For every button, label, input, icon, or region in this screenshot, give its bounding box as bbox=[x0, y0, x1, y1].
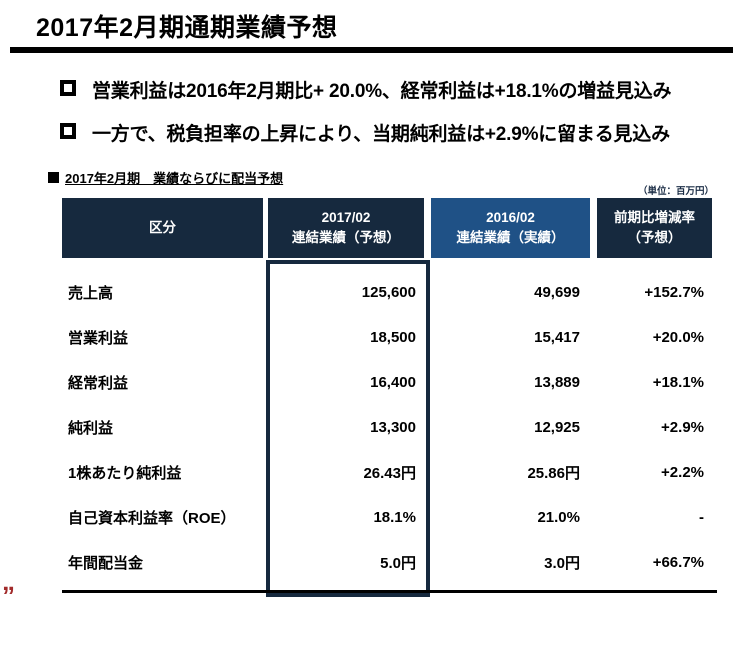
bullet-text: 一方で、税負担率の上昇により、当期純利益は+2.9%に留まる見込み bbox=[92, 124, 670, 145]
table-row: 自己資本利益率（ROE） 18.1% 21.0% - bbox=[62, 495, 712, 540]
page-title: 2017年2月期通期業績予想 bbox=[36, 14, 338, 42]
row-change-value: - bbox=[699, 509, 704, 526]
row-forecast-value: 18.1% bbox=[373, 509, 416, 526]
row-change-value: +2.2% bbox=[661, 464, 704, 481]
table-row: 営業利益 18,500 15,417 +20.0% bbox=[62, 315, 712, 360]
unit-note: （単位：百万円） bbox=[637, 186, 714, 197]
bullet-item: 営業利益は2016年2月期比+ 20.0%、経常利益は+18.1%の増益見込み bbox=[60, 76, 720, 103]
bullet-item: 一方で、税負担率の上昇により、当期純利益は+2.9%に留まる見込み bbox=[60, 119, 720, 146]
row-actual-value: 21.0% bbox=[537, 509, 580, 526]
row-actual-value: 25.86円 bbox=[527, 465, 580, 482]
filled-square-icon bbox=[48, 172, 59, 183]
table-row: 純利益 13,300 12,925 +2.9% bbox=[62, 405, 712, 450]
row-change-value: +2.9% bbox=[661, 419, 704, 436]
financial-forecast-table: 区分 2017/02 連結業績（予想） 2016/02 連結業績（実績） 前期比… bbox=[62, 198, 712, 585]
row-label: 純利益 bbox=[68, 420, 114, 437]
row-forecast-value: 125,600 bbox=[361, 284, 416, 301]
column-header-change: 前期比増減率 （予想） bbox=[597, 198, 712, 258]
row-change-value: +20.0% bbox=[652, 329, 704, 346]
column-header-label: 2016/02 bbox=[486, 209, 535, 225]
row-label: 年間配当金 bbox=[68, 555, 144, 572]
table-row: 売上高 125,600 49,699 +152.7% bbox=[62, 270, 712, 315]
row-label: 売上高 bbox=[68, 285, 114, 302]
row-change-value: +152.7% bbox=[644, 284, 704, 301]
row-forecast-value: 26.43円 bbox=[363, 465, 416, 482]
row-actual-value: 3.0円 bbox=[544, 555, 580, 572]
section-heading-text: 2017年2月期 業績ならびに配当予想 bbox=[65, 171, 284, 186]
row-label: 経常利益 bbox=[68, 375, 129, 392]
row-forecast-value: 13,300 bbox=[370, 419, 416, 436]
column-header-label: （予想） bbox=[627, 230, 682, 245]
row-forecast-value: 16,400 bbox=[370, 374, 416, 391]
column-header-label: 前期比増減率 bbox=[614, 209, 695, 225]
row-change-value: +66.7% bbox=[652, 554, 704, 571]
row-forecast-value: 18,500 bbox=[370, 329, 416, 346]
row-label: 営業利益 bbox=[68, 330, 129, 347]
column-header-forecast: 2017/02 連結業績（予想） bbox=[268, 198, 424, 258]
table-body: 売上高 125,600 49,699 +152.7% 営業利益 18,500 1… bbox=[62, 258, 712, 585]
square-bullet-icon bbox=[60, 80, 76, 96]
title-underline bbox=[10, 47, 733, 53]
column-header-category: 区分 bbox=[62, 198, 263, 258]
column-header-label: 区分 bbox=[149, 219, 176, 235]
table-bottom-rule bbox=[62, 590, 717, 593]
row-actual-value: 49,699 bbox=[534, 284, 580, 301]
table-section-heading: 2017年2月期 業績ならびに配当予想 bbox=[48, 168, 283, 187]
row-actual-value: 12,925 bbox=[534, 419, 580, 436]
bullet-text: 営業利益は2016年2月期比+ 20.0%、経常利益は+18.1%の増益見込み bbox=[92, 81, 672, 102]
table-row: 経常利益 16,400 13,889 +18.1% bbox=[62, 360, 712, 405]
column-header-label: 2017/02 bbox=[321, 209, 371, 225]
row-label: 1株あたり純利益 bbox=[68, 465, 182, 482]
row-actual-value: 15,417 bbox=[534, 329, 580, 346]
row-actual-value: 13,889 bbox=[534, 374, 580, 391]
corner-quote-mark: „ bbox=[2, 566, 15, 596]
column-header-label: 連結業績（予想） bbox=[292, 230, 400, 245]
square-bullet-icon bbox=[60, 123, 76, 139]
table-row: 年間配当金 5.0円 3.0円 +66.7% bbox=[62, 540, 712, 585]
row-change-value: +18.1% bbox=[652, 374, 704, 391]
row-label: 自己資本利益率（ROE） bbox=[68, 510, 236, 527]
table-header-row: 区分 2017/02 連結業績（予想） 2016/02 連結業績（実績） 前期比… bbox=[62, 198, 712, 258]
row-forecast-value: 5.0円 bbox=[380, 555, 416, 572]
table-row: 1株あたり純利益 26.43円 25.86円 +2.2% bbox=[62, 450, 712, 495]
bullet-list: 営業利益は2016年2月期比+ 20.0%、経常利益は+18.1%の増益見込み … bbox=[60, 76, 720, 162]
column-header-label: 連結業績（実績） bbox=[456, 230, 565, 245]
column-header-actual: 2016/02 連結業績（実績） bbox=[431, 198, 590, 258]
